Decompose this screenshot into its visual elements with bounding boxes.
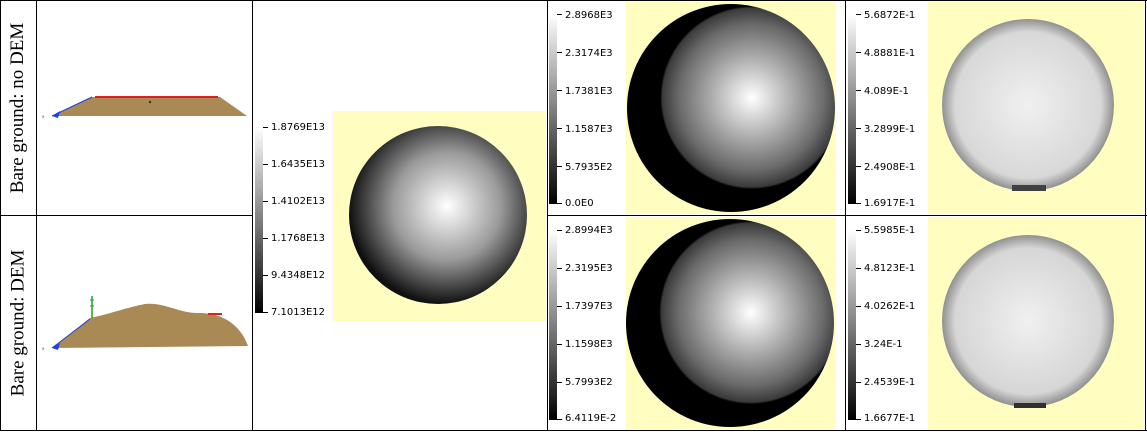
row-label-no-dem: Bare ground: no DEM [0, 0, 36, 215]
colorbar-r0-c4: 5.6872E-1 4.8881E-1 4.089E-1 3.2899E-1 2… [848, 10, 928, 210]
colorbar-label: 5.7935E2 [565, 162, 613, 173]
colorbar-label: 1.1768E13 [271, 233, 326, 244]
colorbar-gradient [549, 14, 557, 204]
row-divider-left [0, 215, 253, 216]
colorbar-label: 1.6917E-1 [864, 198, 916, 209]
axis-arrow-icon [52, 111, 60, 118]
colorbar-label: 5.5985E-1 [864, 225, 916, 236]
colorbar-label: 1.7397E3 [565, 301, 613, 312]
axis-arrow-icon [52, 343, 60, 350]
svg-text:x: x [42, 114, 45, 119]
colorbar-r1-c4: 5.5985E-1 4.8123E-1 4.0262E-1 3.24E-1 2.… [848, 225, 928, 425]
colorbar-label: 2.4908E-1 [864, 162, 916, 173]
colorbar-label: 2.8994E3 [565, 225, 613, 236]
axis-x [51, 318, 91, 349]
map-r1-c3 [626, 217, 836, 429]
radiance-disk [626, 219, 834, 427]
colorbar-gradient [549, 230, 557, 420]
colorbar-label: 4.8881E-1 [864, 48, 916, 59]
colorbar-label: 3.2899E-1 [864, 124, 916, 135]
border-bottom [0, 430, 1147, 431]
radiance-disk [627, 4, 835, 212]
colorbar-r1-c3: 2.8994E3 2.3195E3 1.7397E3 1.1598E3 5.79… [549, 225, 624, 425]
map-shared [333, 111, 546, 321]
colorbar-label: 0.0E0 [565, 198, 594, 209]
colorbar-label: 1.7381E3 [565, 86, 613, 97]
colorbar-label: 4.089E-1 [864, 86, 909, 97]
colorbar-label: 5.7993E2 [565, 377, 613, 388]
colorbar-label: 1.1587E3 [565, 124, 613, 135]
colorbar-gradient [848, 230, 856, 420]
colorbar-label: 3.24E-1 [864, 339, 903, 350]
colorbar-label: 4.8123E-1 [864, 263, 916, 274]
svg-text:x: x [42, 346, 45, 351]
radiance-disk [349, 126, 527, 304]
colorbar-shared: 1.8769E13 1.6435E13 1.4102E13 1.1768E13 … [255, 122, 330, 318]
colorbar-label: 2.4539E-1 [864, 377, 916, 388]
colorbar-gradient [255, 127, 263, 313]
map-r0-c4 [928, 2, 1144, 214]
scene-dem-terrain: x [40, 288, 250, 353]
colorbar-label: 5.6872E-1 [864, 10, 916, 21]
colorbar-r0-c3: 2.8968E3 2.3174E3 1.7381E3 1.1587E3 5.79… [549, 10, 624, 210]
map-r1-c4 [928, 217, 1144, 429]
colorbar-gradient [848, 14, 856, 204]
colorbar-label: 1.4102E13 [271, 196, 326, 207]
map-r0-c3 [626, 2, 836, 214]
border-top [0, 0, 1147, 1]
terrain-dem [52, 303, 248, 348]
terrain-flat [52, 97, 247, 116]
colorbar-label: 1.6435E13 [271, 159, 326, 170]
colorbar-label: 1.1598E3 [565, 339, 613, 350]
colorbar-label: 2.8968E3 [565, 10, 613, 21]
colorbar-label: 9.4348E12 [271, 270, 326, 281]
colorbar-label: 6.4119E-2 [565, 413, 617, 424]
row-label-dem-text: Bare ground: DEM [7, 249, 29, 397]
colorbar-label: 2.3174E3 [565, 48, 613, 59]
row-divider-right [547, 215, 1147, 216]
colorbar-label: 4.0262E-1 [864, 301, 916, 312]
colorbar-label: 7.1013E12 [271, 307, 326, 318]
colorbar-label: 2.3195E3 [565, 263, 613, 274]
row-label-dem: Bare ground: DEM [0, 216, 36, 430]
scene-flat-terrain: x [40, 80, 250, 130]
reflectance-disk [942, 235, 1114, 407]
colorbar-label: 1.6677E-1 [864, 413, 916, 424]
colorbar-label: 1.8769E13 [271, 122, 326, 133]
reflectance-disk [942, 19, 1114, 191]
row-label-no-dem-text: Bare ground: no DEM [7, 22, 29, 193]
